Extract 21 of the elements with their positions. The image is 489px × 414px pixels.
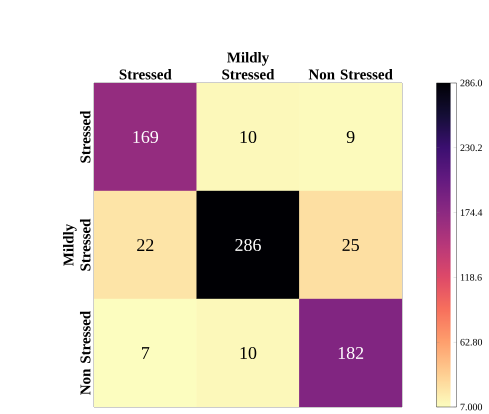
x-tick-label: Non Stressed — [308, 68, 393, 80]
y-tick-label: Mildly Stressed — [63, 218, 90, 271]
color-bar-label: 286.0 — [460, 80, 482, 86]
data-label: 286 — [235, 238, 261, 252]
data-label: 22 — [137, 239, 154, 251]
data-label: 10 — [240, 346, 256, 360]
color-bar-label: 174.4 — [460, 209, 482, 216]
y-tick-label: Non Stressed — [80, 310, 90, 395]
data-label: 169 — [133, 130, 158, 144]
x-tick-label: Mildly Stressed — [222, 52, 274, 80]
data-label: 9 — [346, 130, 354, 144]
color-bar-label: 7.000 — [460, 404, 482, 410]
color-bar-label: 118.6 — [460, 274, 482, 281]
data-label: 182 — [338, 346, 364, 360]
x-tick-label: Stressed — [120, 68, 172, 80]
y-tick-label: Stressed — [80, 110, 90, 163]
data-label: 10 — [240, 130, 256, 144]
color-bar-label: 230.2 — [460, 144, 482, 152]
data-label: 25 — [342, 238, 359, 252]
data-label: 7 — [142, 347, 150, 359]
color-bar-label: 62.80 — [460, 338, 482, 346]
